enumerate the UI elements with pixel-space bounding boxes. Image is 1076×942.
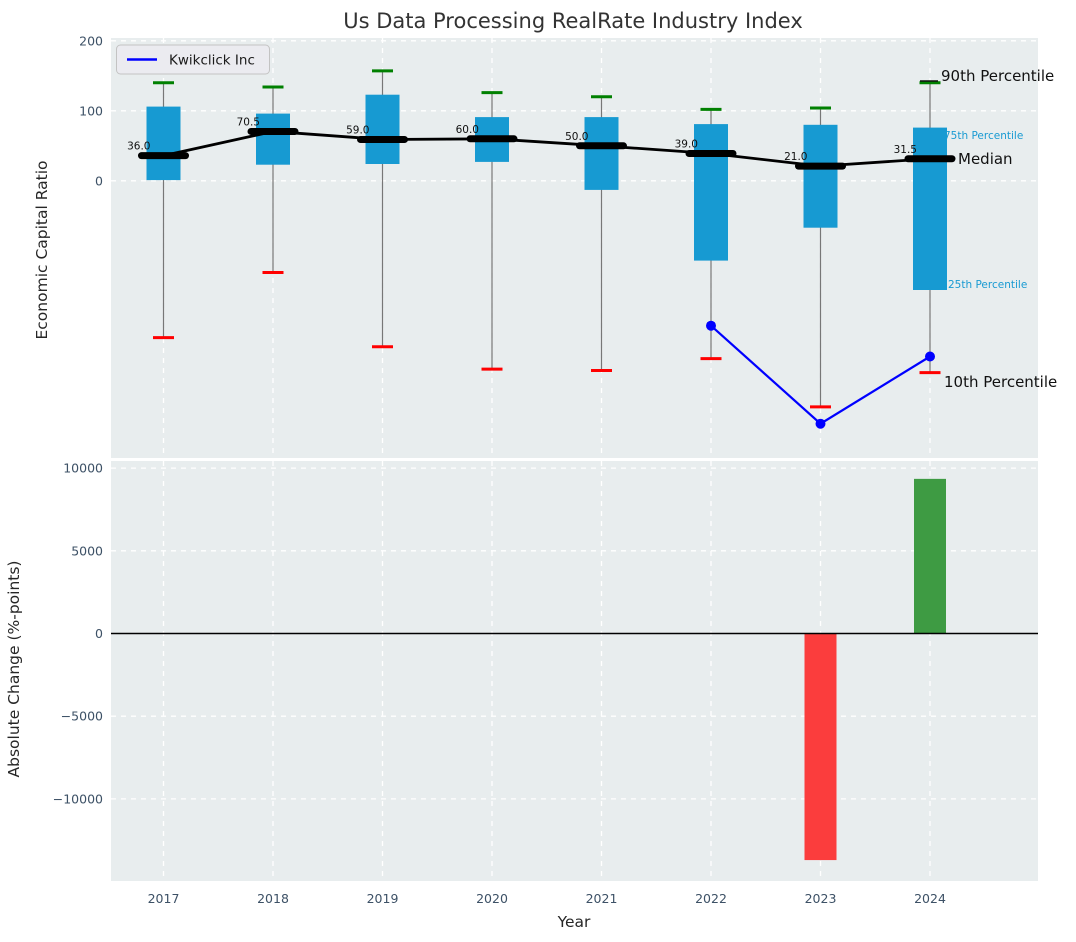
x-tick-label-2023: 2023 xyxy=(805,891,837,906)
iqr-box-2018 xyxy=(256,113,290,165)
median-value-label-2023: 21.0 xyxy=(784,151,807,163)
label-75th-percentile: 75th Percentile xyxy=(944,130,1023,142)
kwikclick-marker-2024 xyxy=(925,351,935,362)
bottom-axes: −10000 −5000 0 5000 10000 2017 2018 2019 2020 202… xyxy=(53,461,1038,906)
median-value-label-2021: 50.0 xyxy=(565,131,588,143)
label-25th-percentile: 25th Percentile xyxy=(948,279,1027,291)
x-tick-label-2024: 2024 xyxy=(914,891,946,906)
median-value-label-2020: 60.0 xyxy=(456,124,479,136)
kwikclick-marker-2023 xyxy=(815,418,826,429)
iqr-box-2024 xyxy=(913,127,947,290)
change-bar-2024 xyxy=(914,478,946,634)
x-tick-label-2022: 2022 xyxy=(695,891,727,906)
x-tick-label-2020: 2020 xyxy=(476,891,508,906)
legend-label: Kwikclick Inc xyxy=(169,53,255,69)
x-tick-label-2021: 2021 xyxy=(586,891,618,906)
iqr-box-2019 xyxy=(365,94,400,164)
label-10th-percentile: 10th Percentile xyxy=(944,373,1057,391)
iqr-box-2022 xyxy=(694,124,728,261)
top-y-axis-label: Economic Capital Ratio xyxy=(33,160,51,339)
change-bar-2023 xyxy=(804,633,837,861)
top-axes: 0 100 200 36.0 70.5 59.0 60.0 50.0 39.0 21.0 31.5 xyxy=(79,33,1038,458)
bottom-plot-background xyxy=(111,461,1038,881)
x-tick-label-2018: 2018 xyxy=(257,891,289,906)
x-tick-label-2017: 2017 xyxy=(148,891,180,906)
bottom-y-tick-label: 5000 xyxy=(71,543,103,558)
label-median: Median xyxy=(958,150,1013,168)
bottom-y-tick-label: 10000 xyxy=(63,461,103,476)
bottom-y-axis-label: Absolute Change (%-points) xyxy=(5,561,23,778)
top-y-tick-label: 200 xyxy=(79,33,103,48)
x-tick-label-2019: 2019 xyxy=(367,891,399,906)
median-value-label-2022: 39.0 xyxy=(675,139,698,151)
top-y-tick-label: 0 xyxy=(95,173,103,188)
legend-box xyxy=(116,44,270,75)
legend: Kwikclick Inc xyxy=(116,44,270,75)
iqr-box-2023 xyxy=(803,124,838,228)
label-90th-percentile: 90th Percentile xyxy=(941,67,1054,85)
kwikclick-marker-2022 xyxy=(706,320,716,331)
median-value-label-2019: 59.0 xyxy=(346,125,369,137)
chart-title: Us Data Processing RealRate Industry Ind… xyxy=(343,9,803,33)
top-y-tick-label: 100 xyxy=(79,103,103,118)
iqr-box-2021 xyxy=(584,117,619,190)
top-plot-background xyxy=(111,38,1038,458)
bottom-y-tick-label: 0 xyxy=(95,626,103,641)
bottom-y-tick-label: −5000 xyxy=(61,709,103,724)
median-value-label-2024: 31.5 xyxy=(894,144,917,156)
median-value-label-2018: 70.5 xyxy=(237,116,260,128)
iqr-box-2017 xyxy=(146,106,181,181)
x-axis-label: Year xyxy=(557,913,591,931)
bottom-y-tick-label: −10000 xyxy=(53,791,103,806)
median-value-label-2017: 36.0 xyxy=(127,141,150,153)
